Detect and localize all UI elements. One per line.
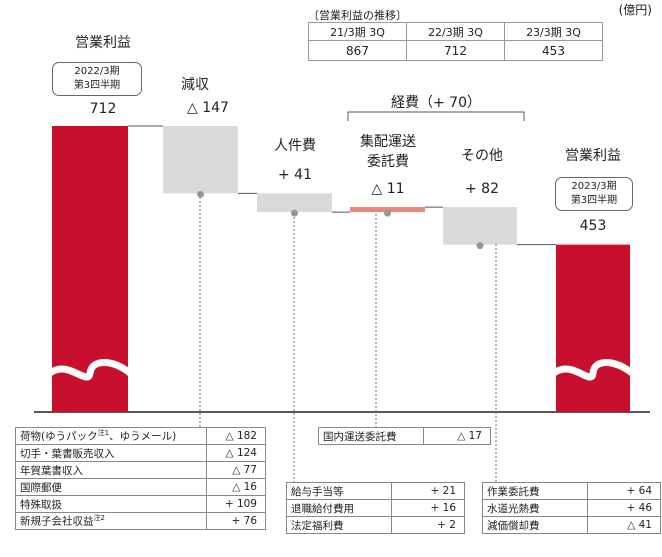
axis-break [551,359,635,381]
detail-label: 特殊取扱 [15,495,207,513]
detail-label: 減価償却費 [482,516,588,534]
trend-table: 21/3期 3Q 22/3期 3Q 23/3期 3Q 867 712 453 [308,22,603,61]
detail-value: △ 77 [206,461,266,479]
detail-row: 退職給付費用 + 16 [286,499,465,517]
detail-value: △ 17 [423,427,491,445]
unit-label: (億円) [618,3,652,17]
end-title: 営業利益 [565,148,621,164]
detail-row: 減価償却費 △ 41 [482,516,661,534]
other-value: + 82 [465,181,499,197]
detail-row: 荷物(ゆうパック注1、ゆうメール) △ 182 [15,427,266,445]
end-period: 2023/3期 第3四半期 [555,177,633,211]
axis-break [47,359,133,381]
expense-bracket [347,111,525,121]
detail-row: 国内運送委託費 △ 17 [318,427,491,445]
delivery-title: 集配運送 委託費 [360,134,416,170]
detail-label: 給与手当等 [286,482,392,500]
detail-label: 国際郵便 [15,478,207,496]
detail-row: 新規子会社収益注2 + 76 [15,512,266,530]
start-title: 営業利益 [75,35,131,51]
detail-row: 給与手当等 + 21 [286,482,465,500]
detail-label: 国内運送委託費 [318,427,424,445]
bar-delta [257,193,332,213]
detail-label: 荷物(ゆうパック注1、ゆうメール) [15,427,207,445]
detail-value: △ 182 [206,427,266,445]
detail-value: + 64 [587,482,661,500]
detail-value: + 2 [391,516,465,534]
detail-row: 作業委託費 + 64 [482,482,661,500]
detail-value: + 76 [206,512,266,530]
trend-header: 21/3期 3Q [308,22,407,41]
personnel-value: + 41 [278,167,312,183]
detail-value: △ 41 [587,516,661,534]
delivery-value: △ 11 [371,181,405,197]
detail-row: 国際郵便 △ 16 [15,478,266,496]
leader-dot [476,242,484,250]
trend-header: 22/3期 3Q [406,22,505,41]
detail-label: 新規子会社収益注2 [15,512,207,530]
leader-dot [384,209,391,217]
trend-header: 23/3期 3Q [504,22,603,41]
revenue-detail-table: 荷物(ゆうパック注1、ゆうメール) △ 182 切手・葉書販売収入 △ 124 … [15,427,266,530]
detail-label: 切手・葉書販売収入 [15,444,207,462]
bar-total [556,244,630,412]
detail-value: △ 16 [206,478,266,496]
detail-row: 水道光熱費 + 46 [482,499,661,517]
detail-row: 切手・葉書販売収入 △ 124 [15,444,266,462]
trend-title: 〔営業利益の推移〕 [308,9,407,22]
trend-value: 453 [504,40,603,61]
other-detail-table: 作業委託費 + 64 水道光熱費 + 46 減価償却費 △ 41 [482,482,661,534]
detail-label: 退職給付費用 [286,499,392,517]
detail-row: 年賀葉書収入 △ 77 [15,461,266,479]
detail-row: 法定福利費 + 2 [286,516,465,534]
bar-delta [350,207,425,213]
detail-label: 水道光熱費 [482,499,588,517]
start-period: 2022/3期 第3四半期 [52,62,142,96]
revenue-title: 減収 [181,77,209,93]
personnel-title: 人件費 [274,138,316,154]
detail-value: + 21 [391,482,465,500]
delivery-detail-table: 国内運送委託費 △ 17 [318,427,491,445]
detail-value: △ 124 [206,444,266,462]
trend-value: 712 [406,40,505,61]
detail-value: + 109 [206,495,266,513]
personnel-detail-table: 給与手当等 + 21 退職給付費用 + 16 法定福利費 + 2 [286,482,465,534]
detail-label: 法定福利費 [286,516,392,534]
bar-delta [163,126,238,194]
start-value: 712 [89,101,117,117]
detail-label: 年賀葉書収入 [15,461,207,479]
expense-group-title: 経費（+ 70） [391,95,481,111]
other-title: その他 [461,148,503,164]
revenue-value: △ 147 [187,100,229,116]
end-value: 453 [579,218,607,234]
bar-delta [443,207,517,245]
trend-value: 867 [308,40,407,61]
detail-label: 作業委託費 [482,482,588,500]
detail-value: + 46 [587,499,661,517]
detail-value: + 16 [391,499,465,517]
detail-row: 特殊取扱 + 109 [15,495,266,513]
